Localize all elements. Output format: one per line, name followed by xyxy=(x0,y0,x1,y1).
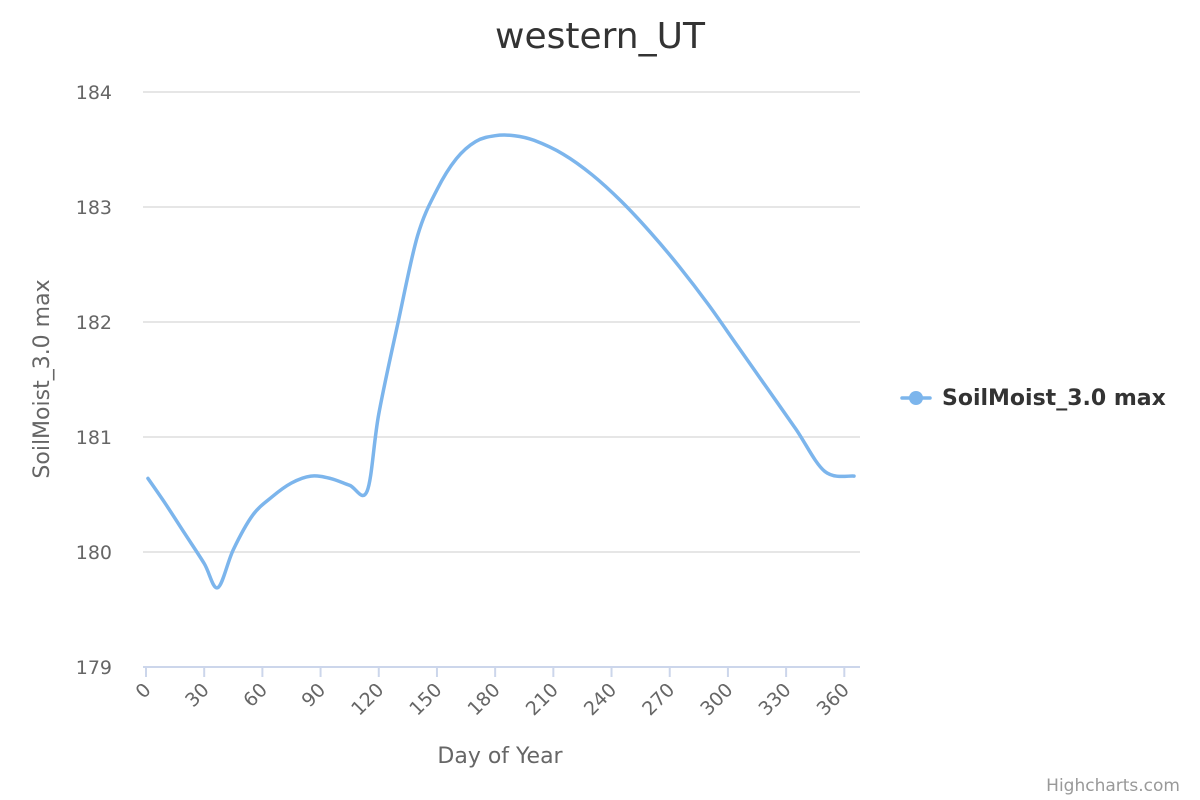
y-tick-label: 183 xyxy=(76,197,112,219)
x-tick-label: 30 xyxy=(181,679,214,712)
x-tick-label: 270 xyxy=(638,679,679,720)
y-tick-label: 181 xyxy=(76,427,112,449)
legend-marker-icon xyxy=(909,391,923,405)
x-tick-label: 120 xyxy=(347,679,388,720)
x-tick-label: 240 xyxy=(580,679,621,720)
chart-title: western_UT xyxy=(495,16,706,57)
legend-item-label[interactable]: SoilMoist_3.0 max xyxy=(942,386,1166,411)
x-tick-label: 60 xyxy=(239,679,272,712)
x-tick-label: 360 xyxy=(813,679,854,720)
x-tick-label: 150 xyxy=(405,679,446,720)
x-tick-label: 180 xyxy=(463,679,504,720)
y-tick-label: 182 xyxy=(76,312,112,334)
x-tick-label: 210 xyxy=(522,679,563,720)
x-tick-label: 330 xyxy=(754,679,795,720)
credits-link[interactable]: Highcharts.com xyxy=(1046,776,1180,796)
x-tick-label: 90 xyxy=(297,679,330,712)
x-tick-label: 300 xyxy=(696,679,737,720)
y-tick-label: 179 xyxy=(76,657,112,679)
series-line[interactable] xyxy=(146,133,856,590)
axes xyxy=(143,666,860,677)
tick-labels: 179 180 181 182 183 184 0 30 60 90 120 150 180 210 240… xyxy=(76,82,854,720)
y-axis-title: SoilMoist_3.0 max xyxy=(30,279,55,478)
x-tick-label: 0 xyxy=(131,679,155,703)
y-tick-label: 184 xyxy=(76,82,112,104)
grid-lines xyxy=(143,91,860,553)
series-layer xyxy=(146,133,856,590)
legend[interactable]: SoilMoist_3.0 max xyxy=(900,386,1166,411)
x-axis-title: Day of Year xyxy=(437,744,563,769)
y-tick-label: 180 xyxy=(76,542,112,564)
